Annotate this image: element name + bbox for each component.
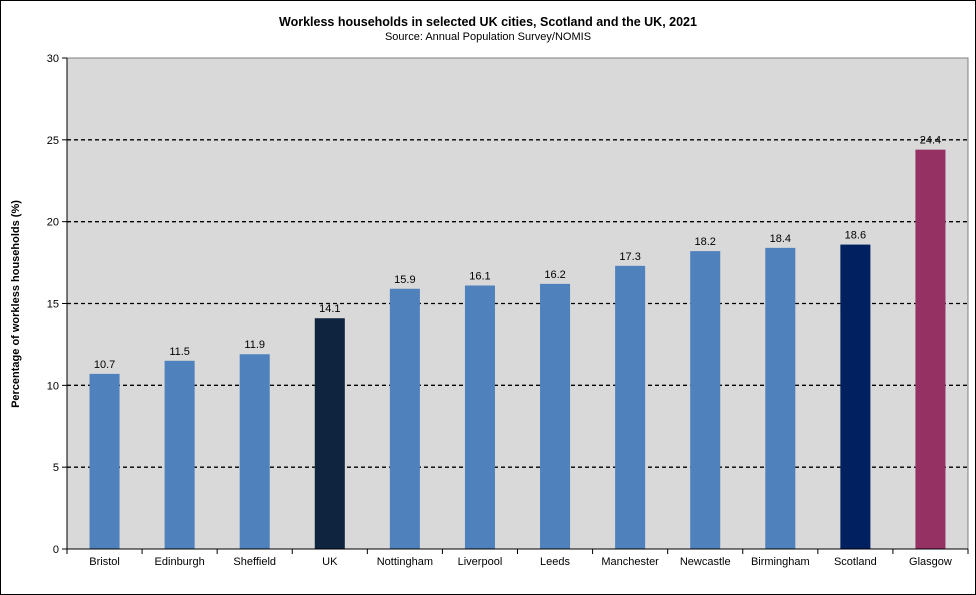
y-tick-label: 0: [53, 544, 59, 556]
data-label-manchester: 17.3: [619, 251, 640, 263]
bars: [89, 149, 946, 550]
gridlines: [67, 139, 968, 468]
x-tick-label: Edinburgh: [155, 556, 205, 568]
bar-nottingham: [389, 288, 420, 549]
bar-manchester: [615, 265, 646, 549]
axes: 0 5 10 15 20 25 30 Bristol Edinburgh Sheffield UK N…: [47, 53, 969, 568]
y-tick-label: 10: [47, 380, 59, 392]
chart-title: Workless households in selected UK citie…: [279, 15, 697, 29]
bar-newcastle: [690, 251, 721, 550]
bar-glasgow: [915, 149, 946, 550]
data-label-liverpool: 16.1: [469, 270, 490, 282]
data-label-newcastle: 18.2: [694, 236, 715, 248]
data-label-glasgow: 24.4: [920, 135, 941, 147]
x-tick-label: Scotland: [834, 556, 877, 568]
bar-bristol: [89, 373, 120, 549]
x-tick-label: Newcastle: [680, 556, 731, 568]
data-label-leeds: 16.2: [544, 269, 565, 281]
y-tick-label: 15: [47, 299, 59, 311]
data-label-sheffield: 11.9: [244, 339, 265, 351]
x-tick-label: Liverpool: [458, 556, 503, 568]
bar-birmingham: [765, 247, 796, 549]
y-axis-label: Percentage of workless households (%): [10, 200, 22, 408]
data-label-uk: 14.1: [319, 303, 340, 315]
chart-subtitle: Source: Annual Population Survey/NOMIS: [385, 31, 591, 43]
bar-sheffield: [239, 354, 270, 549]
data-label-nottingham: 15.9: [394, 274, 415, 286]
x-tick-label: Manchester: [601, 556, 659, 568]
data-label-scotland: 18.6: [845, 230, 866, 242]
data-label-edinburgh: 11.5: [169, 346, 190, 358]
x-tick-label: UK: [322, 556, 338, 568]
bar-leeds: [540, 283, 571, 549]
y-tick-label: 20: [47, 217, 59, 229]
data-labels: 10.7 11.5 11.9 14.1 15.9 16.1 16.2 17.3 18.2 18.4…: [94, 135, 941, 371]
bar-uk: [314, 318, 345, 549]
x-tick-label: Glasgow: [909, 556, 952, 568]
data-label-bristol: 10.7: [94, 359, 115, 371]
y-tick-label: 25: [47, 135, 59, 147]
x-tick-label: Sheffield: [233, 556, 276, 568]
bar-liverpool: [464, 285, 495, 549]
x-tick-label: Nottingham: [377, 556, 433, 568]
x-tick-label: Birmingham: [751, 556, 810, 568]
data-label-birmingham: 18.4: [770, 233, 791, 245]
bar-edinburgh: [164, 360, 195, 549]
x-tick-label: Leeds: [540, 556, 570, 568]
x-tick-label: Bristol: [89, 556, 120, 568]
y-tick-label: 30: [47, 53, 59, 65]
y-tick-label: 5: [53, 462, 59, 474]
bar-scotland: [840, 244, 871, 549]
